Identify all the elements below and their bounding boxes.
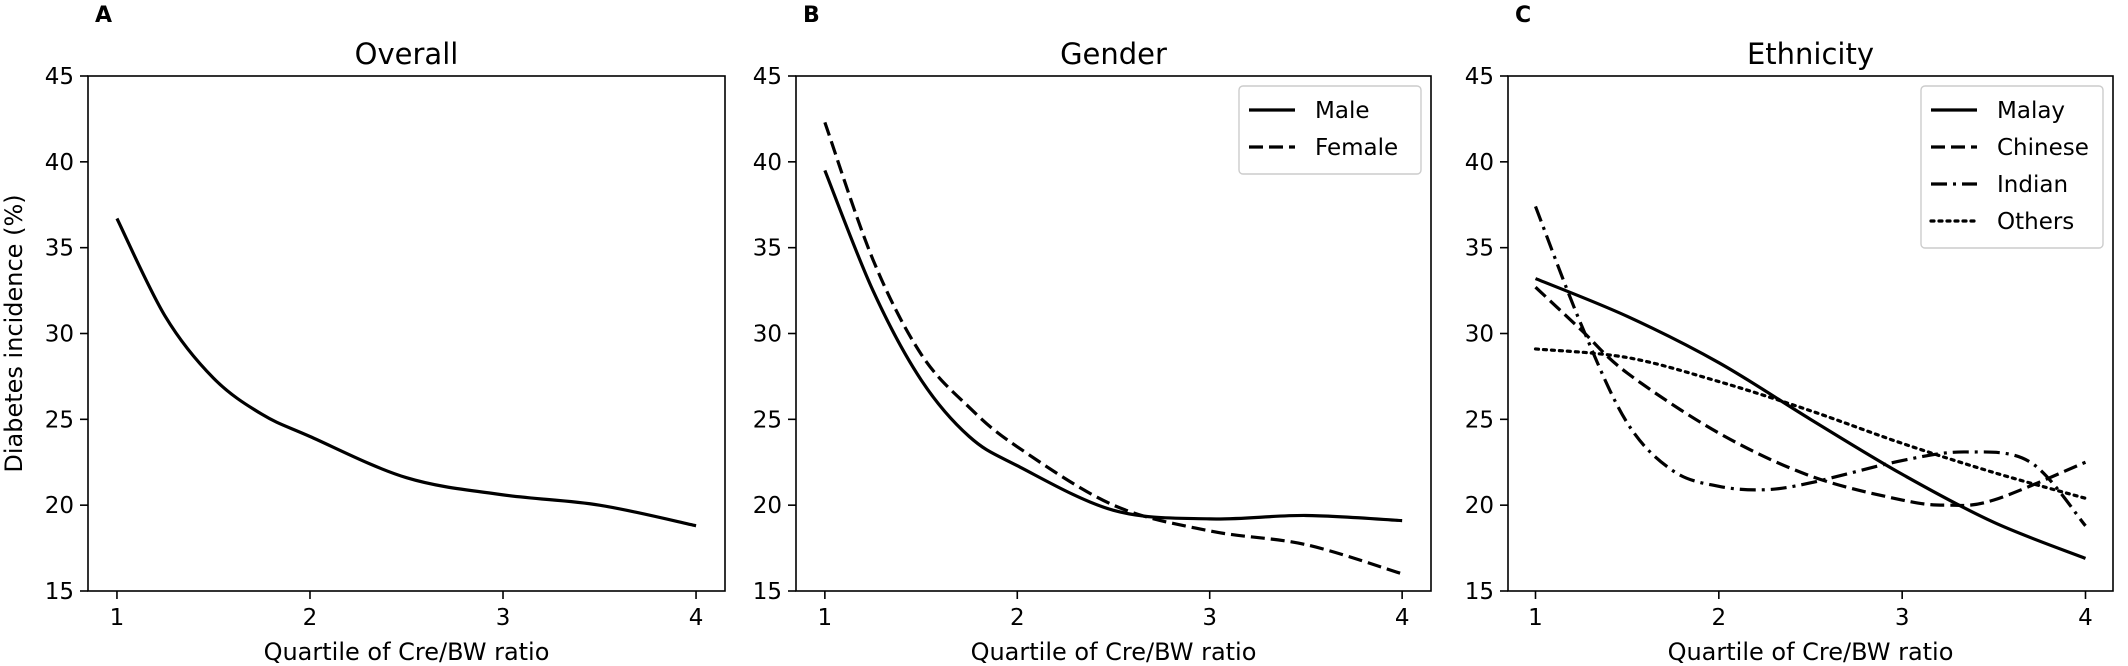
y-axis-label: Diabetes incidence (%)	[0, 194, 28, 472]
y-tick-label: 20	[1465, 493, 1494, 519]
legend-label: Malay	[1997, 98, 2065, 124]
legend-label: Chinese	[1997, 135, 2089, 161]
series-line-malay	[1534, 277, 2087, 560]
y-tick-label: 45	[1465, 64, 1494, 90]
panel-title: Ethnicity	[1747, 37, 1874, 71]
x-tick-label: 2	[1010, 605, 1025, 631]
y-tick-label: 15	[753, 579, 782, 605]
y-tick-label: 30	[753, 322, 782, 348]
y-tick-label: 20	[753, 493, 782, 519]
series-line-female	[823, 121, 1403, 576]
x-tick-label: 4	[689, 605, 704, 631]
y-tick-label: 15	[1465, 579, 1494, 605]
x-tick-label: 1	[818, 605, 833, 631]
series-line-others	[1533, 347, 2088, 500]
y-tick-label: 30	[1465, 322, 1494, 348]
panel-title: Gender	[1060, 37, 1167, 71]
legend: Malay Chinese Indian Others	[1920, 85, 2104, 249]
y-tick-label: 45	[45, 64, 74, 90]
series-line-chinese	[1534, 285, 2087, 508]
panel-letter: C	[1515, 3, 1531, 28]
x-tick-label: 3	[1895, 605, 1910, 631]
legend-label: Indian	[1997, 172, 2068, 198]
series-line-male	[823, 169, 1403, 523]
y-tick-label: 15	[45, 579, 74, 605]
x-tick-label: 4	[1395, 605, 1410, 631]
y-tick-label: 35	[1465, 236, 1494, 262]
panel-letter: A	[95, 3, 112, 28]
x-tick-label: 3	[1202, 605, 1217, 631]
legend-label: Female	[1315, 135, 1398, 161]
x-axis-label: Quartile of Cre/BW ratio	[971, 638, 1257, 666]
y-tick-label: 40	[1465, 150, 1494, 176]
panel-title: Overall	[355, 37, 459, 71]
x-axis-label: Quartile of Cre/BW ratio	[264, 638, 550, 666]
y-tick-label: 25	[45, 407, 74, 433]
y-tick-label: 25	[1465, 407, 1494, 433]
y-tick-label: 40	[753, 150, 782, 176]
y-tick-label: 30	[45, 322, 74, 348]
x-tick-label: 3	[496, 605, 511, 631]
x-axis-label: Quartile of Cre/BW ratio	[1668, 638, 1954, 666]
y-tick-label: 35	[45, 236, 74, 262]
y-tick-label: 25	[753, 407, 782, 433]
legend-box	[1238, 85, 1422, 175]
legend-label: Male	[1315, 98, 1369, 124]
panel-c: C Ethnicity 15 20 25 30 35 40 45 1 2 3 4 Quartile of …	[1465, 3, 2114, 666]
legend-box	[1920, 85, 2104, 249]
series-line-overall	[115, 217, 697, 528]
y-tick-label: 40	[45, 150, 74, 176]
x-tick-label: 1	[110, 605, 125, 631]
x-tick-label: 1	[1528, 605, 1543, 631]
panel-letter: B	[803, 3, 820, 28]
x-tick-label: 4	[2078, 605, 2093, 631]
legend: Male Female	[1238, 85, 1422, 175]
series-line-indian	[1534, 205, 2087, 527]
plot-frame	[87, 75, 726, 592]
x-tick-label: 2	[1712, 605, 1727, 631]
panel-b: B Gender 15 20 25 30 35 40 45 1 2 3 4 Quartile of Cre…	[753, 3, 1432, 666]
panel-a: A Overall 15 20 25 30 35 40 45 1 2 3 4 Quartile of Cr…	[0, 3, 726, 666]
x-tick-label: 2	[303, 605, 318, 631]
y-tick-label: 45	[753, 64, 782, 90]
y-tick-label: 20	[45, 493, 74, 519]
legend-label: Others	[1997, 209, 2074, 235]
y-tick-label: 35	[753, 236, 782, 262]
